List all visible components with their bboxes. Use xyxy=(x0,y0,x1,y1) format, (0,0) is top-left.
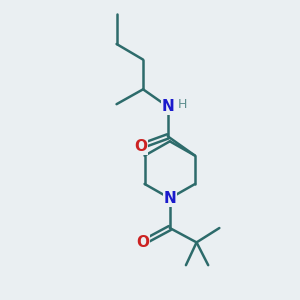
Text: N: N xyxy=(164,191,176,206)
Circle shape xyxy=(134,140,147,152)
Circle shape xyxy=(137,236,149,249)
Text: O: O xyxy=(136,235,150,250)
Text: N: N xyxy=(161,99,174,114)
Circle shape xyxy=(161,100,175,114)
Circle shape xyxy=(164,192,176,205)
Text: O: O xyxy=(134,139,147,154)
Text: H: H xyxy=(178,98,188,111)
